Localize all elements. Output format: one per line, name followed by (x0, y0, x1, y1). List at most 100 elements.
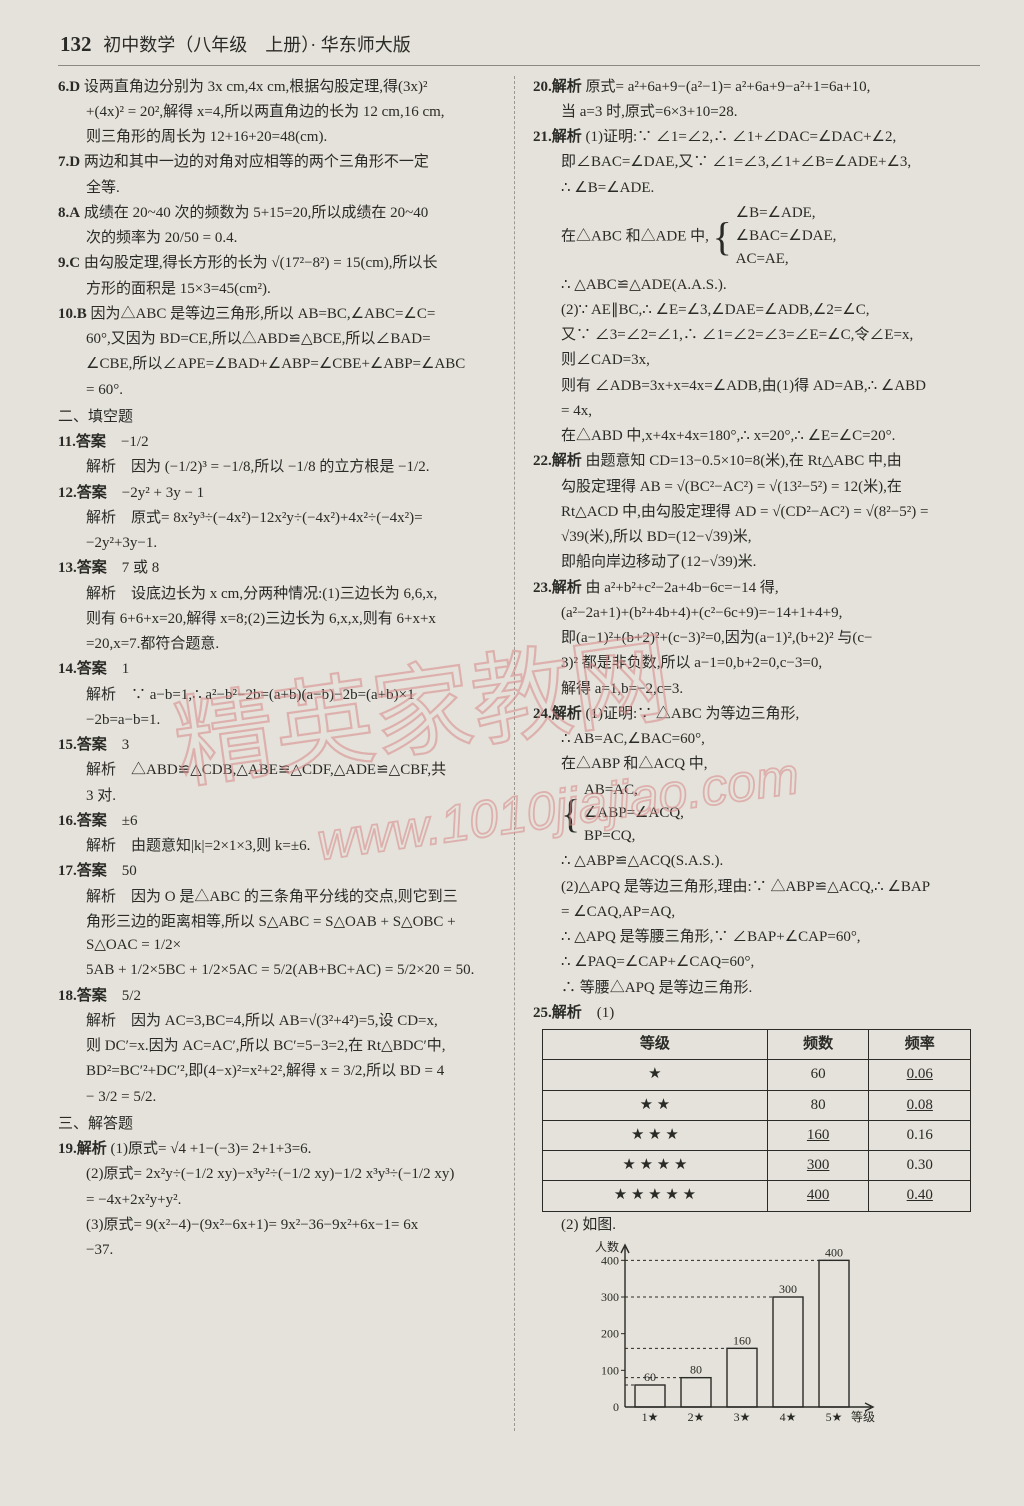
num: 17.答案 (58, 860, 107, 883)
text: 3)² 都是非负数,所以 a−1=0,b+2=0,c−3=0, (533, 652, 980, 675)
text: 则三角形的周长为 12+16+20=48(cm). (58, 126, 504, 149)
problem-10: 10.B 因为△ABC 是等边三角形,所以 AB=BC,∠ABC=∠C= (58, 303, 504, 326)
text: (1)证明:∵ △ABC 为等边三角形, (586, 706, 800, 722)
svg-text:400: 400 (601, 1253, 619, 1267)
text: 60°,又因为 BD=CE,所以△ABD≌△BCE,所以∠BAD= (58, 328, 504, 351)
problem-25: 25.解析 (1) (533, 1002, 980, 1025)
svg-text:60: 60 (644, 1370, 656, 1384)
table-row: ★ ★ ★1600.16 (542, 1120, 970, 1150)
ans: 1 (122, 661, 130, 677)
case: ∠B=∠ADE, (736, 202, 837, 225)
text: (3)原式= 9(x²−4)−(9x²−6x+1)= 9x²−36−9x²+6x… (58, 1214, 504, 1237)
text: 则∠CAD=3x, (533, 349, 980, 372)
text: +(4x)² = 20²,解得 x=4,所以两直角边的长为 12 cm,16 c… (58, 101, 504, 124)
text: 解得 a=1,b=−2,c=3. (533, 678, 980, 701)
text: 3 对. (58, 785, 504, 808)
problem-14: 14.答案 1 (58, 658, 504, 681)
text: 因为△ABC 是等边三角形,所以 AB=BC,∠ABC=∠C= (91, 306, 436, 322)
table-row: ★ ★ ★ ★ ★4000.40 (542, 1181, 970, 1211)
problem-9: 9.C 由勾股定理,得长方形的长为 √(17²−8²) = 15(cm),所以长 (58, 252, 504, 275)
problem-22: 22.解析 由题意知 CD=13−0.5×10=8(米),在 Rt△ABC 中,… (533, 450, 980, 473)
text: 由 a²+b²+c²−2a+4b−6c=−14 得, (586, 580, 779, 596)
table-row: ★600.06 (542, 1060, 970, 1090)
problem-21: 21.解析 (1)证明:∵ ∠1=∠2,∴ ∠1+∠DAC=∠DAC+∠2, (533, 126, 980, 149)
table-cell: 0.06 (869, 1060, 971, 1090)
text: (2)原式= 2x²y÷(−1/2 xy)−x³y²÷(−1/2 xy)−1/2… (58, 1163, 504, 1186)
problem-8: 8.A 成绩在 20~40 次的频数为 5+15=20,所以成绩在 20~40 (58, 202, 504, 225)
num: 15.答案 (58, 734, 107, 757)
text: 解析 因为 (−1/2)³ = −1/8,所以 −1/8 的立方根是 −1/2. (58, 456, 504, 479)
svg-text:400: 400 (825, 1245, 843, 1259)
num: 9.C (58, 255, 80, 271)
problem-24: 24.解析 (1)证明:∵ △ABC 为等边三角形, (533, 703, 980, 726)
ans: 5/2 (122, 988, 141, 1004)
text: 角形三边的距离相等,所以 S△ABC = S△OAB + S△OBC + S△O… (58, 911, 504, 958)
bar-chart: 人数等级100200300400601★802★1603★3004★4005★0 (577, 1241, 877, 1431)
text: = ∠CAQ,AP=AQ, (533, 901, 980, 924)
num: 18.答案 (58, 985, 107, 1008)
table-row: ★ ★ ★ ★3000.30 (542, 1151, 970, 1181)
left-column: 6.D 设两直角边分别为 3x cm,4x cm,根据勾股定理,得(3x)² +… (58, 76, 515, 1431)
num: 13.答案 (58, 557, 107, 580)
problem-12: 12.答案 −2y² + 3y − 1 (58, 482, 504, 505)
problem-15: 15.答案 3 (58, 734, 504, 757)
text: 次的频率为 20/50 = 0.4. (58, 227, 504, 250)
text: 在△ABP 和△ACQ 中, (533, 753, 980, 776)
text: ∴ △APQ 是等腰三角形,∵ ∠BAP+∠CAP=60°, (533, 926, 980, 949)
page-title: 初中数学（八年级 上册）· 华东师大版 (103, 32, 411, 60)
text: 解析 原式= 8x²y³÷(−4x²)−12x²y÷(−4x²)+4x²÷(−4… (58, 507, 504, 530)
text: (a²−2a+1)+(b²+4b+4)+(c²−6c+9)=−14+1+4+9, (533, 602, 980, 625)
text: ∴ 等腰△APQ 是等边三角形. (533, 977, 980, 1000)
text: BD²=BC′²+DC′²,即(4−x)²=x²+2²,解得 x = 3/2,所… (58, 1060, 504, 1083)
text: ∠CBE,所以∠APE=∠BAD+∠ABP=∠CBE+∠ABP=∠ABC (58, 353, 504, 376)
num: 16.答案 (58, 810, 107, 833)
text: 由勾股定理,得长方形的长为 √(17²−8²) = 15(cm),所以长 (84, 255, 438, 271)
text: (2)∵ AE∥BC,∴ ∠E=∠3,∠DAE=∠ADB,∠2=∠C, (533, 299, 980, 322)
num: 14.答案 (58, 658, 107, 681)
table-cell: ★ ★ ★ (542, 1120, 767, 1150)
case: ∠BAC=∠DAE, (736, 225, 837, 248)
table-cell: ★ ★ ★ ★ ★ (542, 1181, 767, 1211)
text: ∴ △ABC≌△ADE(A.A.S.). (533, 274, 980, 297)
table-row: ★ ★800.08 (542, 1090, 970, 1120)
num: 25.解析 (533, 1002, 582, 1025)
frequency-table: 等级频数频率 ★600.06★ ★800.08★ ★ ★1600.16★ ★ ★… (542, 1029, 971, 1212)
text: 则有 6+6+x=20,解得 x=8;(2)三边长为 6,x,x,则有 6+x+… (58, 608, 504, 631)
svg-text:80: 80 (690, 1362, 702, 1376)
text: − 3/2 = 5/2. (58, 1086, 504, 1109)
text: (2)△APQ 是等边三角形,理由:∵ △ABP≌△ACQ,∴ ∠BAP (533, 876, 980, 899)
text: 方形的面积是 15×3=45(cm²). (58, 278, 504, 301)
text: ∴ ∠B=∠ADE. (533, 177, 980, 200)
table-cell: 0.08 (869, 1090, 971, 1120)
num: 6.D (58, 79, 80, 95)
ans: ±6 (122, 813, 138, 829)
text: 设两直角边分别为 3x cm,4x cm,根据勾股定理,得(3x)² (84, 79, 428, 95)
text: 原式= a²+6a+9−(a²−1)= a²+6a+9−a²+1=6a+10, (586, 79, 871, 95)
svg-text:100: 100 (601, 1363, 619, 1377)
case-system: 在△ABC 和△ADE 中, { ∠B=∠ADE, ∠BAC=∠DAE, AC=… (533, 202, 980, 272)
text: 解析 因为 O 是△ABC 的三条角平分线的交点,则它到三 (58, 886, 504, 909)
table-header: 等级 (542, 1030, 767, 1060)
table-header: 频数 (767, 1030, 869, 1060)
num: 11.答案 (58, 431, 106, 454)
text: Rt△ACD 中,由勾股定理得 AD = √(CD²−AC²) = √(8²−5… (533, 501, 980, 524)
svg-text:等级: 等级 (851, 1410, 875, 1424)
case: BP=CQ, (584, 825, 684, 848)
text: 解析 △ABD≌△CDB,△ABE≌△CDF,△ADE≌△CBF,共 (58, 759, 504, 782)
svg-text:1★: 1★ (642, 1410, 659, 1424)
num: 20.解析 (533, 76, 582, 99)
problem-17: 17.答案 50 (58, 860, 504, 883)
right-column: 20.解析 原式= a²+6a+9−(a²−1)= a²+6a+9−a²+1=6… (523, 76, 980, 1431)
table-cell: ★ ★ ★ ★ (542, 1151, 767, 1181)
two-column-layout: 6.D 设两直角边分别为 3x cm,4x cm,根据勾股定理,得(3x)² +… (58, 76, 980, 1431)
text: 5AB + 1/2×5BC + 1/2×5AC = 5/2(AB+BC+AC) … (58, 959, 504, 982)
page-header: 132 初中数学（八年级 上册）· 华东师大版 (58, 28, 980, 61)
page-number: 132 (60, 28, 92, 61)
bar-chart-svg: 人数等级100200300400601★802★1603★3004★4005★0 (577, 1241, 877, 1431)
num: 22.解析 (533, 450, 582, 473)
num: 21.解析 (533, 126, 582, 149)
text: = 4x, (533, 400, 980, 423)
text: √39(米),所以 BD=(12−√39)米, (533, 526, 980, 549)
text: 勾股定理得 AB = √(BC²−AC²) = √(13²−5²) = 12(米… (533, 476, 980, 499)
text: −2y²+3y−1. (58, 532, 504, 555)
